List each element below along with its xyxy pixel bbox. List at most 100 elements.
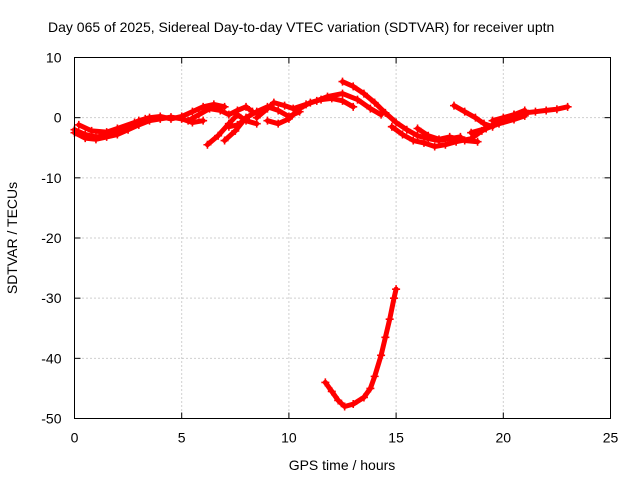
data-point <box>263 116 272 125</box>
data-point <box>471 113 480 122</box>
data-point <box>413 124 422 133</box>
series-arc-15 <box>467 111 529 137</box>
data-point <box>199 116 208 125</box>
data-point <box>274 106 283 115</box>
y-axis-ticks: 10 0 -10 -20 -30 -40 -50 <box>41 50 611 427</box>
data-point <box>252 113 261 122</box>
data-point <box>81 134 90 143</box>
data-point <box>495 119 504 128</box>
data-point <box>233 110 242 119</box>
data-point <box>130 118 139 127</box>
data-point <box>334 396 343 405</box>
data-point <box>542 106 551 115</box>
data-point <box>441 140 450 149</box>
data-point <box>216 106 225 115</box>
data-point <box>392 285 401 294</box>
data-point <box>385 315 394 324</box>
data-point <box>317 95 326 104</box>
data-point <box>327 94 336 103</box>
y-tick-label: 0 <box>54 110 62 126</box>
data-point <box>338 96 347 105</box>
data-point <box>224 110 233 119</box>
data-point <box>353 95 362 104</box>
data-point <box>203 140 212 149</box>
data-point <box>113 124 122 133</box>
data-point <box>295 104 304 113</box>
data-point <box>102 128 111 137</box>
data-point <box>460 136 469 145</box>
data-point <box>381 108 390 117</box>
y-tick-label: -40 <box>41 350 61 366</box>
data-point <box>349 102 358 111</box>
data-point <box>188 107 197 116</box>
series-arc-9 <box>263 94 358 128</box>
chart-title: Day 065 of 2025, Sidereal Day-to-day VTE… <box>48 19 554 35</box>
data-point <box>370 98 379 107</box>
data-point <box>359 89 368 98</box>
x-tick-label: 0 <box>71 430 79 446</box>
x-tick-label: 15 <box>388 430 404 446</box>
data-point <box>434 135 443 144</box>
data-point <box>194 110 203 119</box>
data-point <box>467 128 476 137</box>
series-arc-16 <box>321 285 401 411</box>
data-point <box>398 130 407 139</box>
data-point <box>381 333 390 342</box>
data-point <box>473 137 482 146</box>
data-point <box>488 116 497 125</box>
data-point <box>306 98 315 107</box>
y-tick-label: -20 <box>41 230 61 246</box>
data-point <box>387 122 396 131</box>
data-point <box>480 119 489 128</box>
data-point <box>419 138 428 147</box>
data-point <box>91 135 100 144</box>
data-point <box>242 114 251 123</box>
series-arc-12 <box>413 124 482 146</box>
data-point <box>520 111 529 120</box>
x-tick-label: 20 <box>496 430 512 446</box>
data-point <box>338 89 347 98</box>
data-point <box>445 132 454 141</box>
x-tick-label: 10 <box>281 430 297 446</box>
data-point <box>242 102 251 111</box>
data-point <box>87 126 96 135</box>
data-point <box>205 104 214 113</box>
x-tick-label: 5 <box>178 430 186 446</box>
data-point <box>321 378 330 387</box>
data-point <box>482 124 491 133</box>
data-point <box>263 104 272 113</box>
data-point <box>531 107 540 116</box>
data-point <box>366 384 375 393</box>
data-point <box>430 142 439 151</box>
data-point <box>156 114 165 123</box>
data-point <box>377 351 386 360</box>
data-point <box>269 98 278 107</box>
series-arc-7 <box>224 114 251 131</box>
data-point <box>409 136 418 145</box>
data-point <box>563 102 572 111</box>
data-point <box>141 114 150 123</box>
series-line <box>322 286 399 409</box>
data-point <box>460 107 469 116</box>
data-point <box>166 113 175 122</box>
data-point <box>231 126 240 135</box>
y-tick-label: -30 <box>41 290 61 306</box>
data-point <box>74 120 83 129</box>
data-point <box>349 82 358 91</box>
data-point <box>366 104 375 113</box>
data-point <box>449 101 458 110</box>
data-point <box>177 114 186 123</box>
data-point <box>340 402 349 411</box>
data-series-layer <box>70 77 572 411</box>
series-arc-14 <box>488 102 572 125</box>
data-point <box>389 294 398 303</box>
series-line <box>254 91 384 121</box>
data-point <box>349 400 358 409</box>
data-point <box>359 393 368 402</box>
data-point <box>220 136 229 145</box>
data-point <box>233 120 242 129</box>
data-point <box>510 115 519 124</box>
data-point <box>402 125 411 134</box>
y-tick-label: 10 <box>46 50 62 66</box>
